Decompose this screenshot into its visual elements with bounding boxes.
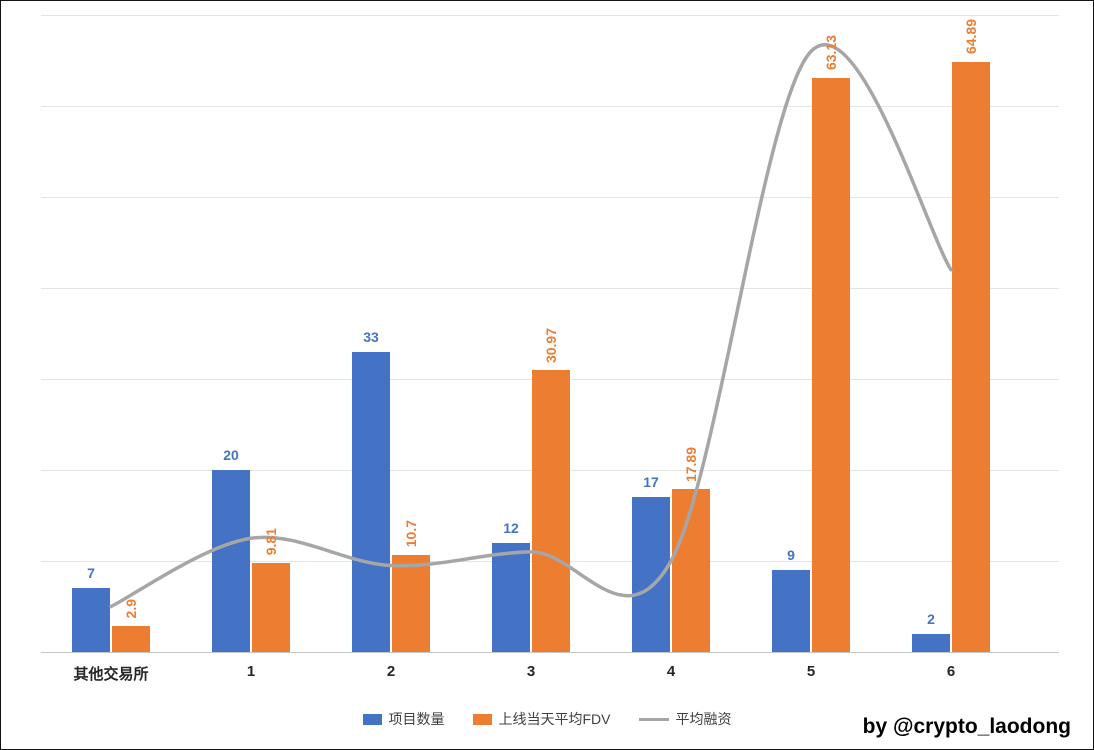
x-axis-label: 1 <box>246 663 256 680</box>
bar-series-0-cat-1 <box>212 470 250 652</box>
gridline <box>41 106 1059 107</box>
x-axis-label: 6 <box>946 663 956 680</box>
bar-value-label: 20 <box>223 447 239 463</box>
gridline <box>41 197 1059 198</box>
x-axis-label: 5 <box>806 663 816 680</box>
bar-value-label: 64.89 <box>963 19 979 55</box>
legend-swatch-gray-line <box>638 717 669 721</box>
bar-series-1-cat-1 <box>252 562 290 652</box>
legend-label-avg-funding: 平均融资 <box>675 711 732 727</box>
x-axis-line <box>41 652 1059 653</box>
bar-value-label: 17 <box>643 474 659 491</box>
bar-series-1-cat-2 <box>392 554 430 652</box>
bar-series-0-cat-0 <box>72 588 110 652</box>
bar-value-label: 33 <box>363 328 379 345</box>
bar-value-label: 30.97 <box>543 328 559 364</box>
legend: 项目数量 上线当天平均FDV 平均融资 <box>1 709 1093 729</box>
bar-value-label: 9 <box>787 547 795 564</box>
bar-value-label: 9.81 <box>263 528 279 556</box>
bar-series-0-cat-5 <box>772 570 810 652</box>
gridline <box>41 288 1059 289</box>
bar-series-1-cat-5 <box>812 77 850 652</box>
legend-item-fdv: 上线当天平均FDV <box>472 709 611 729</box>
x-axis-label: 2 <box>386 663 396 680</box>
bar-series-0-cat-3 <box>492 542 530 652</box>
bar-series-1-cat-4 <box>672 489 710 652</box>
credit-text: by @crypto_laodong <box>862 715 1071 738</box>
legend-item-project-count: 项目数量 <box>362 709 445 729</box>
legend-item-avg-funding: 平均融资 <box>638 709 732 729</box>
x-axis-label: 4 <box>666 663 676 680</box>
x-axis-label: 3 <box>526 663 536 680</box>
bar-value-label: 2.9 <box>123 599 139 619</box>
legend-swatch-blue-bar <box>362 713 382 725</box>
bar-series-0-cat-6 <box>912 633 950 652</box>
bar-value-label: 17.89 <box>683 447 699 483</box>
bar-series-1-cat-3 <box>532 370 570 652</box>
bar-series-1-cat-6 <box>952 61 990 652</box>
legend-swatch-orange-bar <box>472 713 492 725</box>
bar-value-label: 10.7 <box>403 520 419 548</box>
legend-label-project-count: 项目数量 <box>388 711 445 727</box>
bar-series-0-cat-4 <box>632 497 670 652</box>
bar-value-label: 63.13 <box>823 35 839 71</box>
bar-value-label: 2 <box>927 610 935 627</box>
bar-value-label: 12 <box>503 519 519 536</box>
bar-value-label: 7 <box>87 565 95 582</box>
bar-series-0-cat-2 <box>352 351 390 652</box>
x-axis-label: 其他交易所 <box>73 666 149 683</box>
gridline <box>41 15 1059 16</box>
legend-label-fdv: 上线当天平均FDV <box>498 711 611 727</box>
bar-series-1-cat-0 <box>112 625 150 652</box>
